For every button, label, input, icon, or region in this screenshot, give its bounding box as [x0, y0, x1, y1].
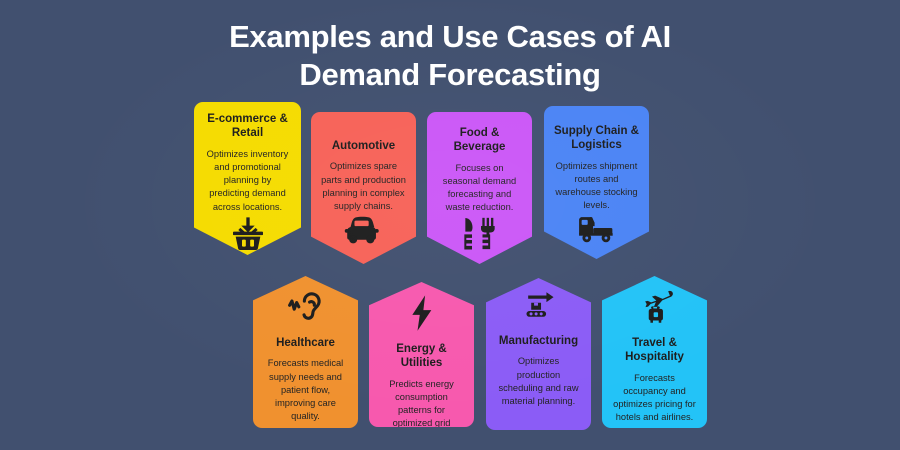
truck-icon [576, 213, 618, 245]
card-description: Predicts energy consumption patterns for… [389, 378, 454, 442]
cutlery-icon [460, 215, 500, 253]
shopping-basket-icon [228, 214, 268, 254]
card-description: Optimizes inventory and promotional plan… [206, 148, 289, 212]
card-travel-hospitality[interactable]: Travel & Hospitality Forecasts occupancy… [602, 276, 707, 428]
conveyor-belt-icon [517, 290, 561, 326]
card-title: Manufacturing [498, 335, 579, 347]
card-title: Food & Beverage [453, 127, 506, 154]
card-ecommerce-retail[interactable]: E-commerce & Retail Optimizes inventory … [194, 102, 301, 255]
card-healthcare[interactable]: Healthcare Forecasts medical supply need… [253, 276, 358, 428]
card-description: Optimizes shipment routes and warehouse … [555, 160, 638, 211]
card-manufacturing[interactable]: Manufacturing Optimizes production sched… [486, 278, 591, 430]
card-description: Optimizes production scheduling and raw … [498, 356, 579, 406]
airplane-suitcase-icon [633, 287, 677, 327]
car-icon [343, 213, 385, 247]
page-title-line-2: Demand Forecasting [299, 56, 601, 92]
card-description: Optimizes spare parts and production pla… [321, 161, 406, 211]
card-title: Healthcare [276, 337, 335, 349]
card-energy-utilities[interactable]: Energy & Utilities Predicts energy consu… [369, 282, 474, 427]
card-title: Supply Chain & Logistics [554, 125, 639, 152]
card-supply-chain-logistics[interactable]: Supply Chain & Logistics Optimizes shipm… [544, 106, 649, 259]
page-title: Examples and Use Cases of AI Demand Fore… [0, 18, 900, 94]
page-title-line-1: Examples and Use Cases of AI [229, 19, 671, 54]
card-food-beverage[interactable]: Food & Beverage Focuses on seasonal dema… [427, 112, 532, 264]
card-title: Energy & Utilities [396, 343, 447, 370]
ear-icon [286, 290, 326, 326]
card-description: Forecasts medical supply needs and patie… [267, 358, 344, 422]
card-title: Automotive [331, 140, 396, 152]
card-title: E-commerce & Retail [207, 113, 288, 140]
card-description: Focuses on seasonal demand forecasting a… [442, 162, 517, 213]
card-automotive[interactable]: Automotive Optimizes spare parts and pro… [311, 112, 416, 264]
card-title: Travel & Hospitality [625, 337, 684, 364]
card-description: Forecasts occupancy and optimizes pricin… [613, 372, 696, 423]
lightning-bolt-icon [407, 294, 437, 332]
